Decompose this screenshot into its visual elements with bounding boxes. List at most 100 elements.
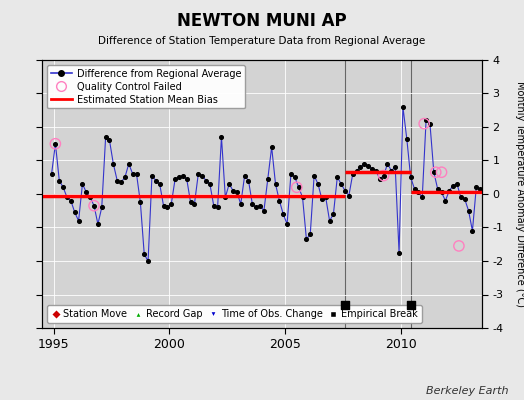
Point xyxy=(125,161,133,167)
Point xyxy=(399,104,407,110)
Point xyxy=(329,211,337,217)
Point xyxy=(117,179,125,186)
Point xyxy=(275,198,283,204)
Point xyxy=(314,181,322,187)
Point xyxy=(109,161,117,167)
Point xyxy=(348,171,357,177)
Point xyxy=(294,184,303,190)
Point xyxy=(190,201,199,207)
Point xyxy=(51,140,60,147)
Point xyxy=(206,181,214,187)
Point xyxy=(287,171,295,177)
Point xyxy=(82,189,91,196)
Point xyxy=(476,186,484,192)
Point xyxy=(410,186,419,192)
Point xyxy=(163,204,171,210)
Point xyxy=(102,134,110,140)
Point xyxy=(455,243,463,249)
Point xyxy=(391,164,399,170)
Point xyxy=(244,177,253,184)
Point xyxy=(59,184,68,190)
Point xyxy=(252,204,260,210)
Point xyxy=(136,199,145,206)
Point xyxy=(144,258,152,264)
Text: Berkeley Earth: Berkeley Earth xyxy=(426,386,508,396)
Point xyxy=(210,202,218,209)
Point xyxy=(51,140,60,147)
Point xyxy=(432,169,440,176)
Point xyxy=(449,182,457,189)
Point xyxy=(151,177,160,184)
Point xyxy=(337,181,345,187)
Y-axis label: Monthly Temperature Anomaly Difference (°C): Monthly Temperature Anomaly Difference (… xyxy=(515,81,524,307)
Point xyxy=(97,204,106,210)
Point xyxy=(90,202,98,209)
Point xyxy=(113,177,122,184)
Point xyxy=(341,301,349,308)
Point xyxy=(63,194,71,200)
Point xyxy=(379,172,388,179)
Point xyxy=(306,231,314,237)
Point xyxy=(445,188,453,194)
Point xyxy=(353,167,361,174)
Point xyxy=(90,202,98,209)
Point xyxy=(194,171,202,177)
Point xyxy=(360,161,368,167)
Point xyxy=(345,192,353,199)
Point xyxy=(133,171,141,177)
Point xyxy=(86,194,94,200)
Point xyxy=(438,189,446,196)
Point xyxy=(47,171,56,177)
Point xyxy=(171,176,179,182)
Point xyxy=(461,196,469,202)
Point xyxy=(325,218,334,224)
Point xyxy=(229,188,237,194)
Point xyxy=(121,174,129,180)
Point xyxy=(341,188,349,194)
Point xyxy=(433,186,442,192)
Point xyxy=(453,181,461,187)
Point xyxy=(264,176,272,182)
Point xyxy=(260,208,268,214)
Point xyxy=(182,176,191,182)
Point xyxy=(356,164,365,170)
Point xyxy=(67,198,75,204)
Point xyxy=(298,194,307,200)
Point xyxy=(422,117,430,124)
Point xyxy=(441,198,450,204)
Point xyxy=(213,204,222,210)
Point xyxy=(302,236,311,242)
Point xyxy=(78,181,86,187)
Point xyxy=(156,181,164,187)
Point xyxy=(407,301,415,308)
Point xyxy=(94,221,102,227)
Point xyxy=(456,194,465,200)
Point xyxy=(464,208,473,214)
Point xyxy=(291,174,299,180)
Point xyxy=(217,134,226,140)
Point xyxy=(472,184,481,190)
Point xyxy=(248,201,257,207)
Point xyxy=(236,201,245,207)
Point xyxy=(283,221,291,227)
Point xyxy=(55,177,63,184)
Point xyxy=(333,174,342,180)
Point xyxy=(202,177,210,184)
Point xyxy=(105,137,114,144)
Point xyxy=(420,120,428,127)
Point xyxy=(395,250,403,256)
Point xyxy=(271,181,280,187)
Point xyxy=(148,172,156,179)
Point xyxy=(430,169,438,176)
Point xyxy=(225,181,233,187)
Point xyxy=(402,136,411,142)
Point xyxy=(376,176,384,182)
Point xyxy=(368,166,376,172)
Point xyxy=(241,172,249,179)
Point xyxy=(364,162,373,169)
Text: NEWTON MUNI AP: NEWTON MUNI AP xyxy=(177,12,347,30)
Point xyxy=(387,167,396,174)
Point xyxy=(322,194,330,200)
Point xyxy=(468,228,477,234)
Point xyxy=(256,202,264,209)
